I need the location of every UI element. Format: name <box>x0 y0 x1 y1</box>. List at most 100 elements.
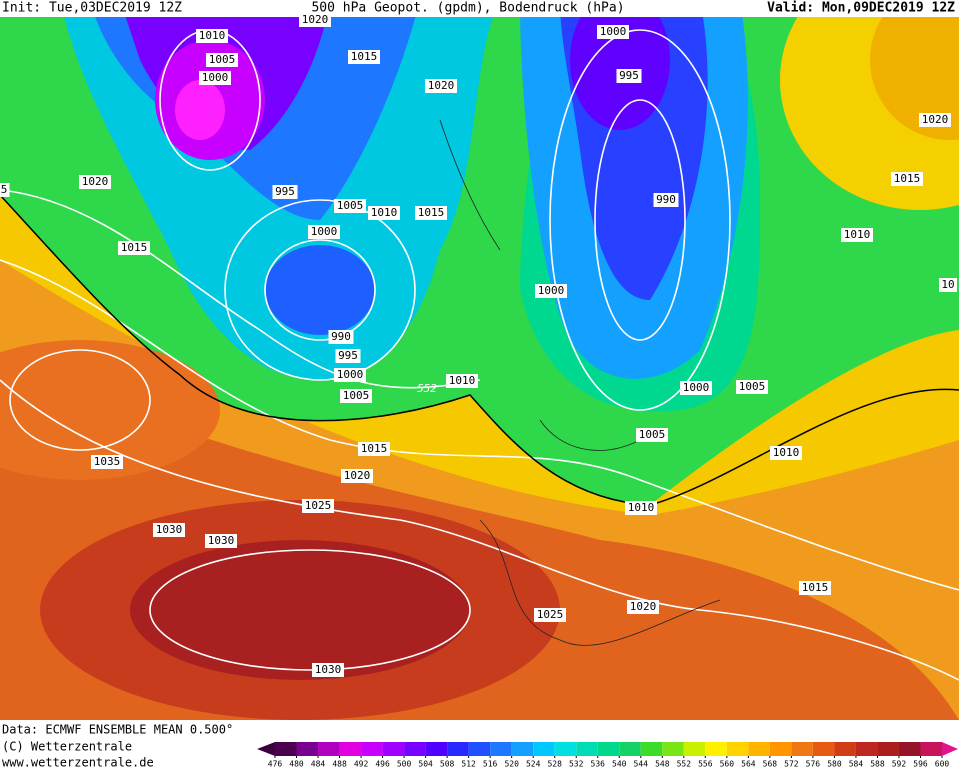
isobar-label: 5 <box>1 183 8 196</box>
isobar-label: 1025 <box>305 499 332 512</box>
colorbar-swatch <box>296 742 319 756</box>
colorbar-swatch <box>705 742 727 756</box>
isobar-label: 1000 <box>600 25 627 38</box>
label-box <box>79 175 111 189</box>
isobar-label: 990 <box>331 330 351 343</box>
colorbar-tick-label: 548 <box>655 760 670 769</box>
label-box <box>299 13 331 27</box>
colorbar-tick-label: 544 <box>634 760 649 769</box>
label-box <box>335 349 361 363</box>
colorbar-swatch <box>662 742 684 756</box>
colorbar-arrow-right <box>942 742 958 756</box>
colorbar-swatch <box>769 742 792 756</box>
isobar-label: 1000 <box>538 284 565 297</box>
colorbar-tick-label: 556 <box>698 760 713 769</box>
colorbar-tick-label: 492 <box>354 760 369 769</box>
label-box <box>368 206 400 220</box>
colorbar-swatch <box>318 742 340 756</box>
colorbar-swatch <box>490 742 512 756</box>
isobar-label: 1005 <box>343 389 370 402</box>
label-box <box>939 278 957 292</box>
isobar-label: 995 <box>619 69 639 82</box>
isobar-label: 1020 <box>344 469 371 482</box>
colorbar-tick-label: 572 <box>784 760 799 769</box>
label-box <box>636 428 668 442</box>
colorbar-swatch <box>533 742 555 756</box>
contour-label: 552 <box>417 382 437 395</box>
isobar-label: 1005 <box>209 53 236 66</box>
label-box <box>348 50 380 64</box>
website: www.wetterzentrale.de <box>2 756 154 770</box>
colorbar-swatch <box>447 742 469 756</box>
isobar-label: 1010 <box>844 228 871 241</box>
colorbar-tick-label: 504 <box>418 760 433 769</box>
isobar-label: 1035 <box>94 455 121 468</box>
colorbar-arrow-left <box>257 742 275 756</box>
colorbar-tick-label: 588 <box>870 760 885 769</box>
isobar-label: 1030 <box>156 523 183 536</box>
isobar-label: 1020 <box>302 13 329 26</box>
colorbar-swatch <box>619 742 641 756</box>
colorbar-tick-label: 500 <box>397 760 412 769</box>
isobar-label: 1025 <box>537 608 564 621</box>
label-box <box>425 79 457 93</box>
isobar-label: 1015 <box>802 581 829 594</box>
colorbar-swatch <box>339 742 362 756</box>
label-box <box>627 600 659 614</box>
isobar-label: 1005 <box>337 199 364 212</box>
label-box <box>205 534 237 548</box>
colorbar-tick-label: 532 <box>569 760 584 769</box>
label-box <box>680 381 712 395</box>
colorbar-tick-label: 528 <box>547 760 562 769</box>
colorbar-swatch <box>511 742 534 756</box>
label-box <box>312 663 344 677</box>
isobar-label: 1005 <box>739 380 766 393</box>
label-box <box>302 499 334 513</box>
colorbar-tick-label: 484 <box>311 760 326 769</box>
colorbar-swatch <box>554 742 577 756</box>
colorbar-swatch <box>791 742 813 756</box>
colorbar-tick-label: 508 <box>440 760 455 769</box>
colorbar-tick-label: 488 <box>332 760 347 769</box>
label-box <box>625 501 657 515</box>
label-box <box>799 581 831 595</box>
label-box <box>272 185 298 199</box>
colorbar-swatch <box>576 742 598 756</box>
header-band <box>0 0 959 17</box>
isobar-label: 1010 <box>199 29 226 42</box>
colorbar-tick-label: 596 <box>913 760 928 769</box>
colorbar-tick-label: 480 <box>289 760 304 769</box>
label-box <box>334 199 366 213</box>
colorbar-swatch <box>812 742 835 756</box>
label-box <box>328 330 354 344</box>
isobar-label: 995 <box>275 185 295 198</box>
isobar-labels: 1020 1010 1005 1000 1015 1020 1000 995 1020 1015 9… <box>0 13 957 677</box>
colorbar-swatch <box>683 742 706 756</box>
colorbar-swatch <box>382 742 405 756</box>
label-box <box>308 225 340 239</box>
label-box <box>841 228 873 242</box>
label-box <box>206 53 238 67</box>
label-box <box>0 183 10 197</box>
colorbar-tick-label: 552 <box>677 760 692 769</box>
colorbar-tick-label: 520 <box>504 760 519 769</box>
label-box <box>770 446 802 460</box>
isobar-label: 1015 <box>351 50 378 63</box>
label-box <box>597 25 629 39</box>
label-box <box>340 389 372 403</box>
isobar-label: 1030 <box>315 663 342 676</box>
colorbar-swatch <box>468 742 491 756</box>
label-box <box>415 206 447 220</box>
colorbar-swatch <box>834 742 856 756</box>
isobar-label: 1015 <box>894 172 921 185</box>
colorbar-swatch <box>425 742 448 756</box>
colorbar-tick-label: 600 <box>935 760 950 769</box>
isobar-label: 10 <box>941 278 954 291</box>
colorbar-tick-label: 496 <box>375 760 390 769</box>
label-box <box>334 368 366 382</box>
label-box <box>736 380 768 394</box>
isobar-label: 1000 <box>311 225 338 238</box>
colorbar-tick-label: 540 <box>612 760 627 769</box>
label-box <box>358 442 390 456</box>
